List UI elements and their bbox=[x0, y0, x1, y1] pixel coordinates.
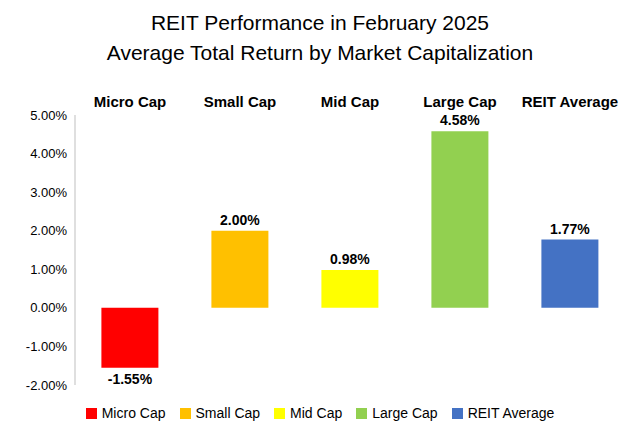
svg-text:-2.00%: -2.00% bbox=[26, 378, 68, 390]
svg-text:5.00%: 5.00% bbox=[30, 108, 67, 123]
html-text:REIT Performance in February 2: REIT Performance in February 2025 bbox=[150, 11, 489, 34]
svg-text:Large Cap: Large Cap bbox=[423, 93, 496, 110]
svg-text:2.00%: 2.00% bbox=[220, 212, 260, 228]
html-text:Large Cap: Large Cap bbox=[372, 405, 438, 421]
svg-text:Small Cap: Small Cap bbox=[204, 93, 277, 110]
svg-text:3.00%: 3.00% bbox=[30, 185, 67, 200]
svg-text:REIT Average: REIT Average bbox=[522, 93, 618, 110]
html-text:Average Total Return by Market: Average Total Return by Market Capitaliz… bbox=[106, 41, 534, 64]
html-text:Mid Cap: Mid Cap bbox=[290, 405, 343, 421]
svg-text:-1.00%: -1.00% bbox=[26, 339, 68, 354]
html-text:REIT Average: REIT Average bbox=[467, 405, 555, 421]
svg-text:0.00%: 0.00% bbox=[30, 300, 67, 315]
svg-text:Micro Cap: Micro Cap bbox=[94, 93, 167, 110]
svg-text:2.00%: 2.00% bbox=[30, 223, 67, 238]
svg-text:-1.55%: -1.55% bbox=[108, 371, 153, 387]
html-text:Small Cap: Small Cap bbox=[195, 405, 261, 421]
svg-text:0.98%: 0.98% bbox=[330, 251, 370, 267]
svg-text:4.00%: 4.00% bbox=[30, 146, 67, 161]
svg-text:Mid Cap: Mid Cap bbox=[321, 93, 379, 110]
svg-text:1.00%: 1.00% bbox=[30, 262, 67, 277]
svg-text:1.77%: 1.77% bbox=[550, 221, 590, 237]
svg-text:4.58%: 4.58% bbox=[440, 112, 480, 128]
html-text:Micro Cap: Micro Cap bbox=[101, 405, 166, 421]
